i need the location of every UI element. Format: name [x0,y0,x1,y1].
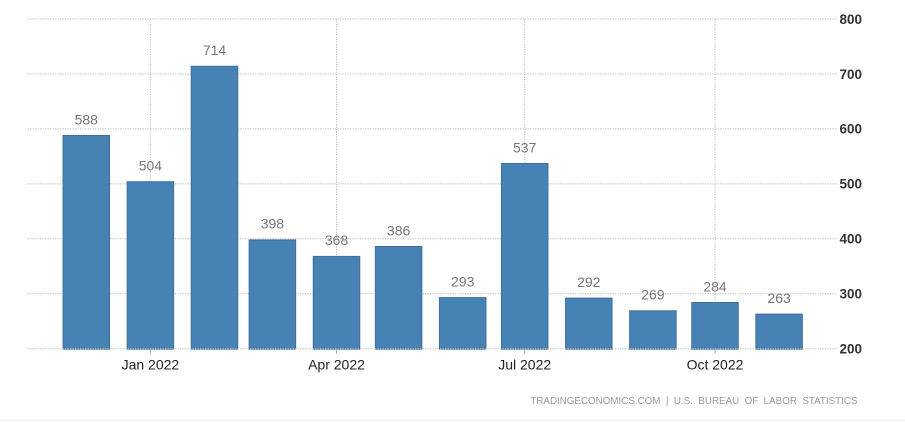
svg-text:Oct 2022: Oct 2022 [687,356,744,372]
svg-text:Apr 2022: Apr 2022 [308,356,365,372]
svg-text:368: 368 [325,232,349,248]
svg-text:500: 500 [840,177,863,192]
svg-text:398: 398 [261,216,285,232]
svg-text:714: 714 [203,42,227,58]
svg-text:504: 504 [139,158,163,174]
svg-text:Jul 2022: Jul 2022 [498,356,551,372]
svg-text:293: 293 [451,273,475,289]
svg-text:588: 588 [75,111,99,127]
svg-text:TRADINGECONOMICS.COM | U.S.: TRADINGECONOMICS.COM | U.S. BUREAU OF LA… [530,396,858,407]
svg-text:269: 269 [641,287,665,303]
svg-text:386: 386 [387,222,411,238]
svg-text:300: 300 [840,287,863,302]
svg-text:284: 284 [703,278,727,294]
svg-text:200: 200 [840,342,863,357]
svg-text:263: 263 [767,290,791,306]
svg-text:292: 292 [577,274,601,290]
svg-text:600: 600 [840,122,863,137]
svg-text:700: 700 [840,67,863,82]
svg-text:400: 400 [840,232,863,247]
svg-text:800: 800 [840,12,863,27]
svg-text:Jan 2022: Jan 2022 [122,356,180,372]
svg-text:537: 537 [513,139,537,155]
